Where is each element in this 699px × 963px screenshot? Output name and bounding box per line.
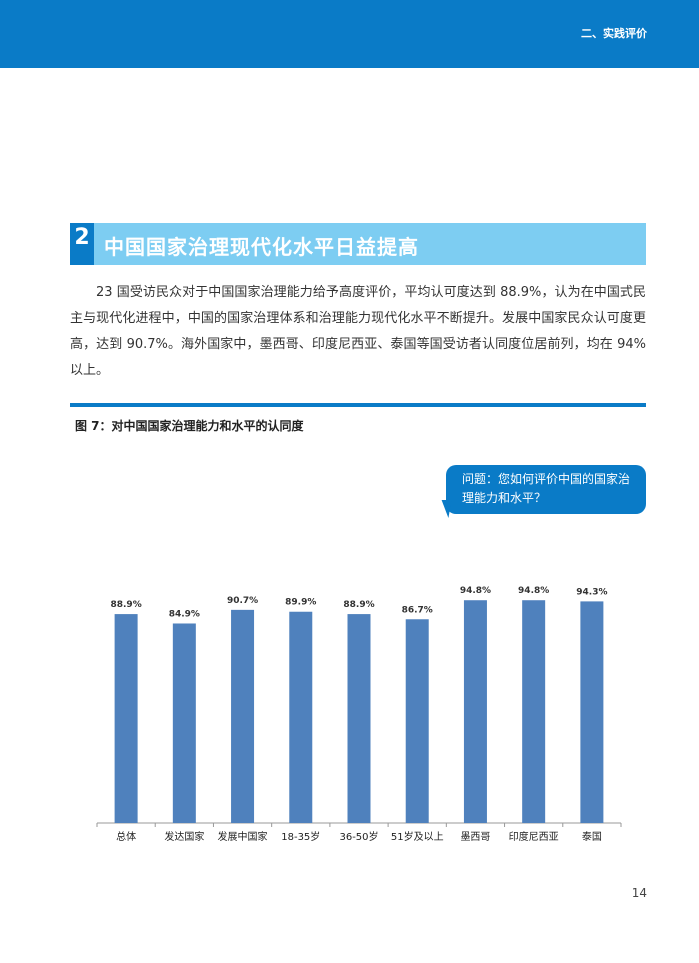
category-label: 总体: [116, 830, 136, 843]
category-label: 墨西哥: [460, 831, 490, 843]
data-label: 89.9%: [285, 598, 316, 608]
bar: [172, 623, 196, 823]
bar: [522, 600, 546, 823]
data-label: 94.8%: [518, 586, 549, 596]
data-label: 88.9%: [343, 600, 374, 610]
data-label: 88.9%: [110, 600, 141, 610]
question-text: 问题：您如何评价中国的国家治理能力和水平？: [462, 472, 631, 505]
category-label: 发展中国家: [218, 830, 268, 843]
category-label: 发达国家: [164, 830, 204, 843]
bar: [347, 614, 371, 823]
bar: [231, 609, 255, 823]
bar: [289, 611, 313, 823]
body-paragraph: 23 国受访民众对于中国国家治理能力给予高度评价，平均认可度达到 88.9%，认…: [70, 285, 646, 378]
bar-chart: 88.9% 总体 84.9% 发达国家 90.7% 发展中国家 89.9% 18-35岁 88.…: [96, 586, 622, 843]
category-label: 印度尼西亚: [509, 830, 559, 843]
category-label: 51岁及以上: [391, 830, 444, 843]
category-label: 泰国: [582, 830, 602, 843]
top-header-bar: 二、实践评价: [0, 0, 699, 68]
data-label: 94.8%: [460, 586, 491, 596]
section-label: 二、实践评价: [581, 27, 647, 40]
category-label: 36-50岁: [339, 830, 378, 843]
data-label: 94.3%: [576, 587, 607, 597]
question-bubble-tail: [438, 500, 452, 518]
page-number: 14: [631, 886, 647, 900]
figure-divider: [70, 403, 646, 407]
bar: [114, 614, 138, 823]
section-number: 2: [70, 223, 94, 265]
data-label: 90.7%: [227, 596, 258, 606]
bar: [580, 601, 604, 823]
bar: [463, 600, 487, 823]
category-label: 18-35岁: [281, 830, 320, 843]
question-bubble: 问题：您如何评价中国的国家治理能力和水平？: [446, 465, 646, 514]
data-label: 84.9%: [169, 609, 200, 619]
data-label: 86.7%: [402, 605, 433, 615]
bar: [405, 619, 429, 823]
figure-caption: 图 7：对中国国家治理能力和水平的认同度: [75, 419, 304, 433]
section-heading-band: [70, 223, 646, 265]
section-title: 中国国家治理现代化水平日益提高: [104, 235, 419, 259]
